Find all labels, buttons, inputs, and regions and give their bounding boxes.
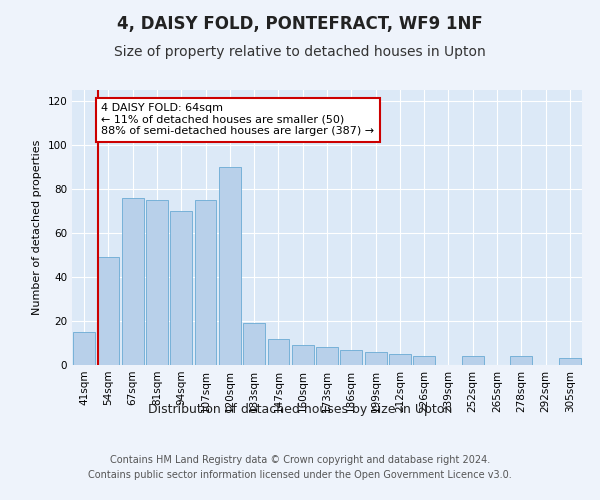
Text: Contains HM Land Registry data © Crown copyright and database right 2024.
Contai: Contains HM Land Registry data © Crown c… (88, 455, 512, 480)
Bar (243, 323, 265, 365)
Bar (316, 348, 338, 365)
Bar (73, 332, 95, 365)
Bar (340, 350, 362, 365)
Bar (413, 356, 435, 365)
Bar (146, 200, 168, 365)
Bar (170, 211, 192, 365)
Bar (219, 167, 241, 365)
Bar (462, 356, 484, 365)
Bar (389, 354, 411, 365)
Text: Size of property relative to detached houses in Upton: Size of property relative to detached ho… (114, 45, 486, 59)
Bar (194, 200, 217, 365)
Text: 4, DAISY FOLD, PONTEFRACT, WF9 1NF: 4, DAISY FOLD, PONTEFRACT, WF9 1NF (117, 15, 483, 33)
Text: Distribution of detached houses by size in Upton: Distribution of detached houses by size … (148, 402, 452, 415)
Bar (292, 345, 314, 365)
Y-axis label: Number of detached properties: Number of detached properties (32, 140, 42, 315)
Bar (122, 198, 143, 365)
Text: 4 DAISY FOLD: 64sqm
← 11% of detached houses are smaller (50)
88% of semi-detach: 4 DAISY FOLD: 64sqm ← 11% of detached ho… (101, 103, 374, 136)
Bar (511, 356, 532, 365)
Bar (268, 338, 289, 365)
Bar (97, 257, 119, 365)
Bar (365, 352, 386, 365)
Bar (559, 358, 581, 365)
